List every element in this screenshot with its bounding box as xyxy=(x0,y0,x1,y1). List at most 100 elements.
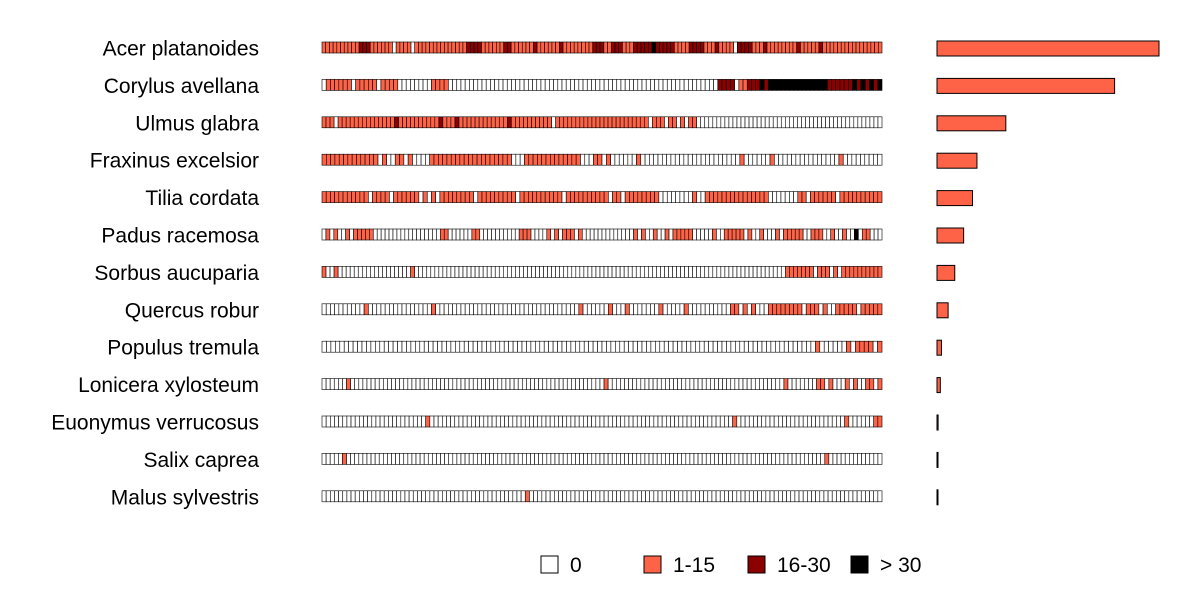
heatmap-cell xyxy=(519,79,525,91)
heatmap-cell xyxy=(686,340,692,353)
heatmap-row xyxy=(321,266,883,278)
heatmap-cell xyxy=(578,490,584,503)
heatmap-cell xyxy=(612,490,617,503)
heatmap-cell xyxy=(746,79,752,91)
heatmap-cell xyxy=(570,41,575,54)
heatmap-cell xyxy=(692,153,698,166)
heatmap-cell xyxy=(414,41,419,54)
heatmap-cell xyxy=(370,453,376,465)
heatmap-cell xyxy=(670,415,675,428)
heatmap-cell xyxy=(553,415,559,428)
heatmap-cell xyxy=(498,303,504,316)
heatmap-cell xyxy=(771,378,777,390)
heatmap-cell xyxy=(455,228,461,241)
heatmap-cell xyxy=(502,191,508,203)
heatmap-cell xyxy=(536,303,542,316)
heatmap-cell xyxy=(399,41,404,54)
heatmap-cell xyxy=(571,266,577,278)
summary-bar xyxy=(936,190,974,207)
heatmap-cell xyxy=(380,303,386,316)
heatmap-cell xyxy=(684,228,690,241)
heatmap-cell xyxy=(657,415,663,428)
heatmap-cell xyxy=(818,191,824,203)
heatmap-cell xyxy=(337,266,343,278)
heatmap-cell xyxy=(865,415,870,428)
heatmap-cell xyxy=(345,266,351,278)
heatmap-cell xyxy=(672,266,677,278)
heatmap-cell xyxy=(416,153,422,166)
heatmap-cell xyxy=(670,41,675,54)
heatmap-cell xyxy=(359,415,364,428)
heatmap-cell xyxy=(842,228,847,241)
heatmap-cell xyxy=(325,116,331,129)
heatmap-cell xyxy=(470,116,476,129)
heatmap-cell xyxy=(507,266,512,278)
heatmap-cell xyxy=(592,41,597,54)
heatmap-cell xyxy=(369,153,374,166)
heatmap-cell xyxy=(737,41,742,54)
heatmap-cell xyxy=(783,228,788,241)
heatmap-cell xyxy=(434,266,440,278)
heatmap-cell xyxy=(759,79,765,91)
heatmap-cell xyxy=(508,415,514,428)
heatmap-cell xyxy=(510,228,516,241)
heatmap-cell xyxy=(692,191,698,203)
heatmap-cell xyxy=(788,340,794,353)
heatmap-cell xyxy=(722,153,728,166)
heatmap-cell xyxy=(606,153,611,166)
heatmap-cell xyxy=(543,266,548,278)
heatmap-cell xyxy=(620,378,625,390)
heatmap-cell xyxy=(421,41,427,54)
heatmap-cell xyxy=(562,453,568,465)
heatmap-cell xyxy=(777,41,783,54)
heatmap-cell xyxy=(671,79,676,91)
heatmap-cell xyxy=(384,228,390,241)
heatmap-cell xyxy=(329,378,335,390)
heatmap-cell xyxy=(585,228,591,241)
heatmap-cell xyxy=(583,266,589,278)
heatmap-cell xyxy=(394,116,399,129)
heatmap-cell xyxy=(391,453,396,465)
heatmap-cell xyxy=(354,378,360,390)
heatmap-cell xyxy=(403,378,409,390)
heatmap-cell xyxy=(403,153,409,166)
heatmap-cell xyxy=(460,79,466,91)
heatmap-cell xyxy=(660,228,666,241)
heatmap-row xyxy=(321,116,883,129)
heatmap-cell xyxy=(408,228,414,241)
heatmap-cell xyxy=(523,116,528,129)
heatmap-cell xyxy=(690,340,696,353)
heatmap-cell xyxy=(401,303,407,316)
heatmap-cell xyxy=(587,116,593,129)
heatmap-cell xyxy=(494,79,500,91)
heatmap-cell xyxy=(426,191,432,203)
heatmap-cell xyxy=(713,79,719,91)
heatmap-cell xyxy=(456,303,462,316)
heatmap-cell xyxy=(442,116,448,129)
heatmap-cell xyxy=(357,340,363,353)
heatmap-cell xyxy=(505,453,511,465)
heatmap-cell xyxy=(798,415,804,428)
heatmap-cell xyxy=(388,41,393,54)
heatmap-cell xyxy=(618,153,624,166)
heatmap-cell xyxy=(599,415,605,428)
heatmap-cell xyxy=(361,340,367,353)
heatmap-cell xyxy=(704,228,709,241)
heatmap-cell xyxy=(410,303,415,316)
heatmap-cell xyxy=(511,153,517,166)
heatmap-cell xyxy=(397,191,403,203)
summary-bar xyxy=(936,77,1116,94)
heatmap-cell xyxy=(490,340,496,353)
heatmap-cell xyxy=(738,79,744,91)
heatmap-cell xyxy=(520,415,526,428)
heatmap-cell xyxy=(778,153,784,166)
heatmap-cell xyxy=(550,228,555,241)
heatmap-cell xyxy=(607,378,613,390)
heatmap-cell xyxy=(769,415,775,428)
heatmap-cell xyxy=(395,378,400,390)
heatmap-cell xyxy=(325,266,331,278)
heatmap-cell xyxy=(669,378,674,390)
heatmap-cell xyxy=(455,153,461,166)
heatmap-cell xyxy=(660,378,666,390)
heatmap-cell xyxy=(431,303,436,316)
